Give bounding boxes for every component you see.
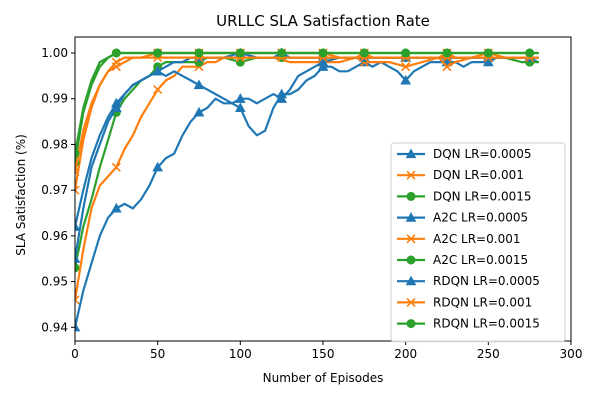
x-axis-title: Number of Episodes <box>263 371 384 385</box>
data-point <box>75 263 80 273</box>
legend-label: DQN LR=0.001 <box>433 168 524 182</box>
data-point <box>110 202 122 213</box>
legend-marker <box>406 255 416 265</box>
legend-item: A2C LR=0.001 <box>397 232 520 246</box>
data-point <box>75 253 81 263</box>
data-point <box>153 85 163 95</box>
data-point <box>318 48 328 58</box>
y-axis-title: SLA Satisfaction (%) <box>14 134 28 256</box>
legend-marker <box>405 275 417 286</box>
data-point <box>234 93 246 103</box>
data-point <box>277 48 287 58</box>
series-8 <box>75 48 539 159</box>
data-point <box>442 48 452 58</box>
data-point <box>111 62 121 72</box>
data-point <box>317 61 329 71</box>
data-point <box>111 48 121 58</box>
legend-item: RDQN LR=0.001 <box>397 295 532 309</box>
data-point <box>193 106 205 117</box>
data-point <box>75 185 80 195</box>
data-point <box>75 221 81 231</box>
series-line <box>75 56 539 173</box>
legend-item: RDQN LR=0.0015 <box>397 317 540 331</box>
y-tick-label: 1.00 <box>41 46 68 60</box>
data-point <box>235 48 245 58</box>
legend-marker <box>405 148 417 159</box>
x-axis: 0 50 100 150 200 250 300 <box>71 341 582 361</box>
data-point <box>400 74 412 85</box>
legend-item: A2C LR=0.0005 <box>397 211 528 225</box>
legend-marker <box>405 212 417 222</box>
data-point <box>276 93 288 103</box>
x-tick-label: 100 <box>229 347 252 361</box>
data-point <box>75 321 81 332</box>
legend-box <box>390 142 566 343</box>
legend-item: DQN LR=0.0005 <box>397 147 532 161</box>
legend-item: DQN LR=0.0015 <box>397 189 532 203</box>
data-point <box>442 62 452 72</box>
legend-marker <box>406 234 416 244</box>
chart-title: URLLC SLA Satisfaction Rate <box>216 12 430 30</box>
legend-label: RDQN LR=0.0005 <box>433 274 540 288</box>
x-tick-label: 300 <box>560 347 583 361</box>
y-tick-label: 0.96 <box>41 229 68 243</box>
y-tick-label: 0.95 <box>41 275 68 289</box>
legend-label: A2C LR=0.001 <box>433 232 520 246</box>
x-tick-label: 250 <box>477 347 500 361</box>
data-point <box>401 48 411 58</box>
legend-label: RDQN LR=0.001 <box>433 295 532 309</box>
data-point <box>75 295 80 305</box>
data-point <box>152 161 164 172</box>
data-point <box>110 97 122 108</box>
data-point <box>234 102 246 112</box>
series-line <box>75 51 539 155</box>
data-point <box>75 149 80 159</box>
legend-label: DQN LR=0.0015 <box>433 189 532 203</box>
x-tick-label: 150 <box>312 347 335 361</box>
legend-label: A2C LR=0.0015 <box>433 253 528 267</box>
y-tick-label: 0.98 <box>41 137 68 151</box>
legend-item: DQN LR=0.001 <box>397 168 524 182</box>
data-point <box>359 48 369 58</box>
legend-marker <box>406 191 416 201</box>
legend-item: RDQN LR=0.0005 <box>397 274 540 288</box>
data-point <box>483 48 493 58</box>
legend-item: A2C LR=0.0015 <box>397 253 528 267</box>
data-point <box>194 48 204 58</box>
data-point <box>317 56 329 67</box>
data-point <box>401 62 411 72</box>
x-tick-label: 0 <box>71 347 79 361</box>
legend-marker <box>406 170 416 180</box>
data-point <box>152 65 164 76</box>
y-tick-label: 0.99 <box>41 92 68 106</box>
data-point <box>75 167 80 177</box>
series-line <box>75 56 539 329</box>
x-tick-label: 200 <box>394 347 417 361</box>
legend-label: A2C LR=0.0005 <box>433 211 528 225</box>
legend-marker <box>406 319 416 329</box>
data-point <box>153 48 163 58</box>
data-point <box>525 48 535 58</box>
y-tick-label: 0.94 <box>41 320 68 334</box>
x-tick-label: 50 <box>150 347 165 361</box>
legend: DQN LR=0.0005 DQN LR=0.001 DQN LR=0.0015 A2… <box>390 142 566 343</box>
legend-label: RDQN LR=0.0015 <box>433 317 540 331</box>
legend-marker <box>406 297 416 307</box>
legend-label: DQN LR=0.0005 <box>433 147 532 161</box>
data-point <box>111 162 121 172</box>
series-group <box>75 47 539 332</box>
y-tick-label: 0.97 <box>41 183 68 197</box>
y-axis: 0.94 0.95 0.96 0.97 0.98 0.99 1.00 <box>41 46 75 334</box>
data-point <box>193 79 205 90</box>
